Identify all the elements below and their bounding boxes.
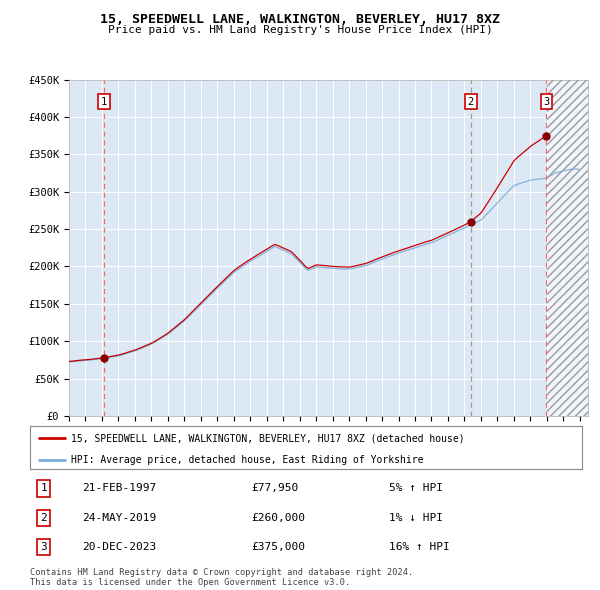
Text: HPI: Average price, detached house, East Riding of Yorkshire: HPI: Average price, detached house, East… — [71, 454, 424, 464]
Text: This data is licensed under the Open Government Licence v3.0.: This data is licensed under the Open Gov… — [30, 578, 350, 587]
Text: 1% ↓ HPI: 1% ↓ HPI — [389, 513, 443, 523]
Text: 15, SPEEDWELL LANE, WALKINGTON, BEVERLEY, HU17 8XZ (detached house): 15, SPEEDWELL LANE, WALKINGTON, BEVERLEY… — [71, 433, 465, 443]
Text: 21-FEB-1997: 21-FEB-1997 — [82, 483, 157, 493]
Text: £77,950: £77,950 — [251, 483, 298, 493]
Text: 2: 2 — [468, 97, 474, 107]
Text: Price paid vs. HM Land Registry's House Price Index (HPI): Price paid vs. HM Land Registry's House … — [107, 25, 493, 35]
Text: 3: 3 — [40, 542, 47, 552]
Text: 5% ↑ HPI: 5% ↑ HPI — [389, 483, 443, 493]
Text: 1: 1 — [40, 483, 47, 493]
Text: 2: 2 — [40, 513, 47, 523]
Text: Contains HM Land Registry data © Crown copyright and database right 2024.: Contains HM Land Registry data © Crown c… — [30, 568, 413, 576]
Text: 24-MAY-2019: 24-MAY-2019 — [82, 513, 157, 523]
Text: 20-DEC-2023: 20-DEC-2023 — [82, 542, 157, 552]
Text: 15, SPEEDWELL LANE, WALKINGTON, BEVERLEY, HU17 8XZ: 15, SPEEDWELL LANE, WALKINGTON, BEVERLEY… — [100, 13, 500, 26]
Text: 1: 1 — [101, 97, 107, 107]
Text: £260,000: £260,000 — [251, 513, 305, 523]
Text: 3: 3 — [543, 97, 550, 107]
Text: £375,000: £375,000 — [251, 542, 305, 552]
Text: 16% ↑ HPI: 16% ↑ HPI — [389, 542, 449, 552]
